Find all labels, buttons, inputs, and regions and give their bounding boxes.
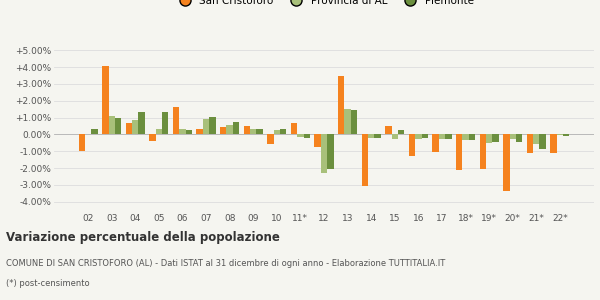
Bar [256,128,263,134]
Text: COMUNE DI SAN CRISTOFORO (AL) - Dati ISTAT al 31 dicembre di ogni anno - Elabora: COMUNE DI SAN CRISTOFORO (AL) - Dati IST… [6,259,445,268]
Bar [304,134,310,138]
Bar [314,134,321,147]
Bar [149,134,155,141]
Bar [422,134,428,138]
Bar [233,122,239,134]
Bar [539,134,546,149]
Bar [327,134,334,169]
Bar [244,126,250,134]
Bar [274,130,280,134]
Bar [338,76,344,134]
Bar [155,129,162,134]
Bar [368,134,374,138]
Bar [439,134,445,140]
Bar [220,127,226,134]
Bar [527,134,533,153]
Bar [179,129,185,134]
Bar [267,134,274,144]
Bar [139,112,145,134]
Bar [321,134,327,173]
Bar [115,118,121,134]
Bar [185,130,192,134]
Bar [362,134,368,186]
Bar [456,134,463,170]
Bar [479,134,486,169]
Bar [486,134,493,143]
Bar [109,116,115,134]
Bar [445,134,452,140]
Bar [132,120,139,134]
Bar [344,109,351,134]
Bar [203,119,209,134]
Bar [91,128,98,134]
Legend: San Cristoforo, Provincia di AL, Piemonte: San Cristoforo, Provincia di AL, Piemont… [170,0,478,10]
Bar [209,117,215,134]
Bar [79,134,85,151]
Bar [433,134,439,152]
Bar [469,134,475,140]
Bar [226,125,233,134]
Bar [493,134,499,142]
Bar [557,134,563,135]
Bar [280,129,286,134]
Bar [385,126,392,134]
Bar [509,134,516,139]
Bar [392,134,398,140]
Bar [516,134,522,142]
Bar [533,134,539,145]
Text: (*) post-censimento: (*) post-censimento [6,280,89,289]
Bar [398,130,404,134]
Bar [503,134,509,191]
Bar [173,107,179,134]
Bar [196,128,203,134]
Bar [250,128,256,134]
Text: Variazione percentuale della popolazione: Variazione percentuale della popolazione [6,232,280,244]
Bar [374,134,381,138]
Bar [126,123,132,134]
Bar [162,112,169,134]
Bar [297,134,304,137]
Bar [409,134,415,156]
Bar [102,66,109,134]
Bar [550,134,557,153]
Bar [351,110,357,134]
Bar [291,124,297,134]
Bar [563,134,569,136]
Bar [463,134,469,140]
Bar [415,134,422,139]
